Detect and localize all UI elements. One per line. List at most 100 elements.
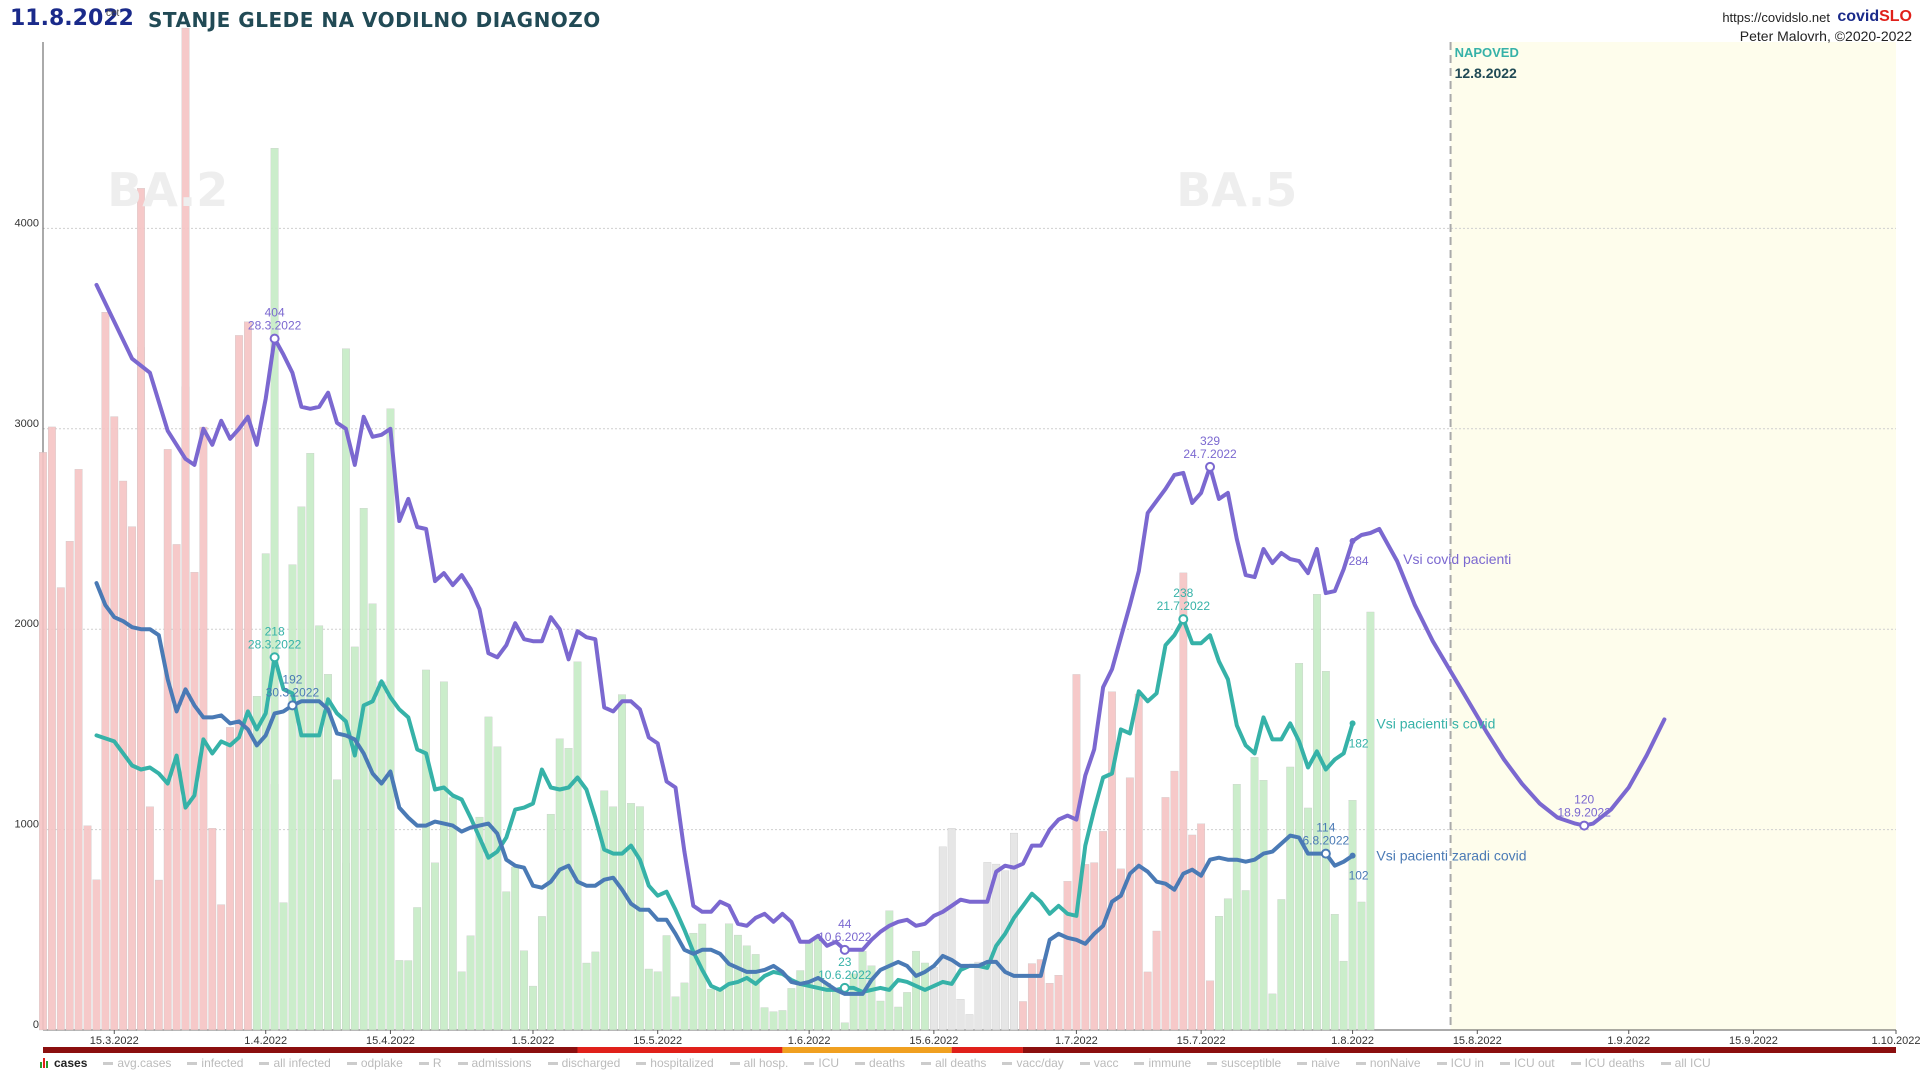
legend-item-all-infected[interactable]: all infected <box>259 1056 331 1070</box>
background-bar <box>65 541 74 1031</box>
line-swatch-icon <box>804 1061 815 1065</box>
legend-item-naive[interactable]: naive <box>1297 1056 1340 1070</box>
legend-item-r[interactable]: R <box>418 1056 442 1070</box>
background-bar <box>707 988 716 1031</box>
y-tick-label: 1000 <box>15 819 39 831</box>
legend-item-cases[interactable]: cases <box>40 1056 87 1070</box>
background-bar <box>1063 881 1072 1031</box>
legend-item-label: ICU deaths <box>1584 1056 1645 1070</box>
background-bar <box>146 806 154 1031</box>
background-bar <box>110 416 119 1031</box>
legend-item-hospitalized[interactable]: hospitalized <box>636 1056 714 1070</box>
background-bar <box>137 188 145 1031</box>
legend-item-all-icu[interactable]: all ICU <box>1660 1056 1711 1070</box>
background-bar <box>1304 807 1312 1031</box>
legend-item-icu-deaths[interactable]: ICU deaths <box>1570 1056 1645 1070</box>
background-bar <box>484 716 493 1031</box>
legend-item-icu-out[interactable]: ICU out <box>1499 1056 1555 1070</box>
series-name-due: Vsi pacienti zaradi covid <box>1376 848 1526 864</box>
background-bar <box>74 469 83 1031</box>
line-swatch-icon <box>1134 1061 1145 1065</box>
background-bar <box>1125 777 1134 1031</box>
legend-item-vacc[interactable]: vacc <box>1079 1056 1119 1070</box>
line-swatch-icon <box>1355 1061 1366 1065</box>
brand-logo: covidSLO <box>1837 8 1912 26</box>
background-bar <box>912 950 920 1031</box>
report-date: 11.8.2022 <box>10 6 134 31</box>
background-bar <box>448 797 457 1031</box>
site-url[interactable]: https://covidslo.net <box>1722 10 1830 25</box>
background-bar <box>573 661 582 1031</box>
legend-item-vacc-day[interactable]: vacc/day <box>1002 1056 1064 1070</box>
legend-item-immune[interactable]: immune <box>1134 1056 1191 1070</box>
background-bar <box>635 806 644 1031</box>
legend-item-label: hospitalized <box>650 1056 714 1070</box>
background-bar <box>342 348 350 1031</box>
legend-item-deaths[interactable]: deaths <box>855 1056 905 1070</box>
background-bar <box>1045 983 1054 1031</box>
background-bar <box>1330 914 1339 1031</box>
background-bar <box>564 748 573 1031</box>
timeline-strip <box>43 1047 578 1053</box>
annotation-value: 114 <box>1316 821 1335 835</box>
annotation-date: 18.9.2022 <box>1558 806 1612 820</box>
background-bar <box>226 727 234 1031</box>
background-bar <box>1179 572 1188 1031</box>
series-line-all <box>94 282 1667 952</box>
line-swatch-icon <box>1660 1061 1671 1065</box>
legend-item-all-hosp-[interactable]: all hosp. <box>729 1056 788 1070</box>
legend-item-all-deaths[interactable]: all deaths <box>921 1056 986 1070</box>
background-bar <box>947 828 956 1031</box>
legend-item-label: all infected <box>273 1056 331 1070</box>
background-bar <box>1161 797 1170 1031</box>
legend-item-avg-cases[interactable]: avg.cases <box>103 1056 171 1070</box>
background-bar <box>716 990 724 1031</box>
background-bar <box>56 587 65 1031</box>
background-bar <box>1108 691 1116 1031</box>
background-bar <box>208 828 217 1031</box>
annotation-marker <box>1320 848 1331 859</box>
legend-item-odplake[interactable]: odplake <box>346 1056 403 1070</box>
line-swatch-icon <box>187 1061 198 1065</box>
background-bar <box>1001 870 1010 1031</box>
legend-item-admissions[interactable]: admissions <box>457 1056 532 1070</box>
background-bar <box>653 971 662 1031</box>
annotation-date: 28.3.2022 <box>248 637 302 651</box>
background-bar <box>101 312 110 1031</box>
background-bar <box>894 1006 903 1031</box>
line-swatch-icon <box>729 1061 740 1065</box>
background-bar <box>689 932 698 1031</box>
legend-item-icu-in[interactable]: ICU in <box>1436 1056 1484 1070</box>
annotation-value: 23 <box>838 955 852 969</box>
legend-item-discharged[interactable]: discharged <box>547 1056 620 1070</box>
annotation-marker <box>269 652 280 663</box>
background-bar <box>1117 868 1125 1031</box>
legend-item-nonnaive[interactable]: nonNaive <box>1355 1056 1421 1070</box>
x-tick-label: 15.8.2022 <box>1453 1035 1502 1047</box>
legend-item-infected[interactable]: infected <box>187 1056 243 1070</box>
annotation-value: 218 <box>265 624 285 638</box>
annotation-value: 44 <box>838 917 852 931</box>
background-bar <box>39 452 47 1031</box>
background-bar <box>457 971 466 1031</box>
line-swatch-icon <box>103 1061 114 1065</box>
timeline-strip <box>782 1047 952 1053</box>
line-swatch-icon <box>1207 1061 1218 1065</box>
background-bar <box>1250 757 1259 1031</box>
x-tick-label: 1.8.2022 <box>1331 1035 1374 1047</box>
legend-item-label: vacc <box>1093 1056 1119 1070</box>
legend-item-label: all ICU <box>1674 1056 1711 1070</box>
background-bar <box>555 738 564 1031</box>
annotation-marker <box>269 333 280 344</box>
series-line-due <box>94 581 1355 996</box>
annotation-date: 30.3.2022 <box>266 685 320 699</box>
y-tick-label: 4000 <box>15 217 39 229</box>
x-tick-label: 15.7.2022 <box>1177 1035 1226 1047</box>
line-swatch-icon <box>457 1061 468 1065</box>
legend-item-icu[interactable]: ICU <box>804 1056 839 1070</box>
background-bar <box>1286 766 1295 1031</box>
legend-item-susceptible[interactable]: susceptible <box>1207 1056 1281 1070</box>
background-bar <box>662 935 671 1031</box>
background-bar <box>983 862 992 1031</box>
